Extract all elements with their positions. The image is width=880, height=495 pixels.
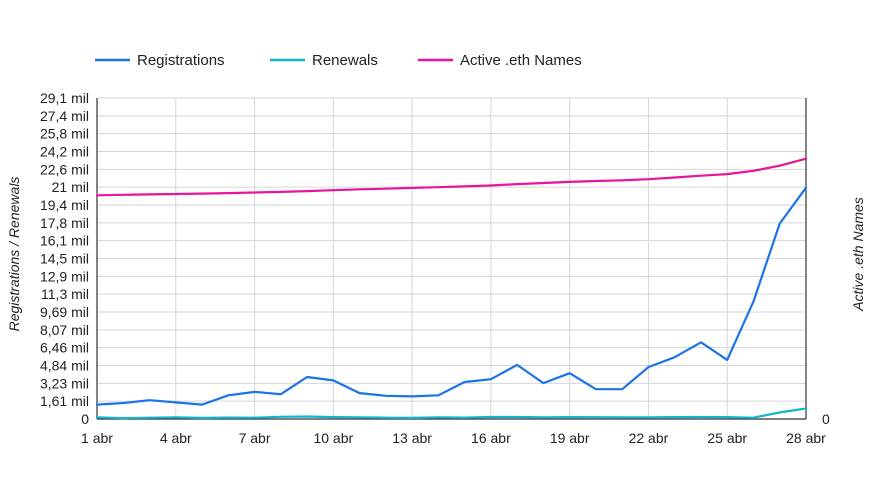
x-tick-label: 22 abr bbox=[629, 430, 669, 446]
x-tick-label: 7 abr bbox=[239, 430, 271, 446]
y-tick-label: 27,4 mil bbox=[40, 108, 89, 124]
y-tick-label: 11,3 mil bbox=[41, 286, 89, 302]
y2-axis-tick-labels: 0 bbox=[822, 411, 830, 427]
chart-axes bbox=[96, 98, 807, 420]
legend-label: Renewals bbox=[312, 52, 378, 69]
legend-item-active-eth-names: Active .eth Names bbox=[418, 52, 582, 69]
legend-item-registrations: Registrations bbox=[95, 52, 225, 69]
y-tick-label: 14,5 mil bbox=[40, 251, 89, 267]
y-tick-label: 17,8 mil bbox=[40, 215, 89, 231]
x-tick-label: 19 abr bbox=[550, 430, 590, 446]
series-line-renewals bbox=[95, 407, 808, 420]
y2-tick-label: 0 bbox=[822, 411, 830, 427]
y-tick-label: 21 mil bbox=[52, 179, 89, 195]
legend-label: Registrations bbox=[137, 52, 225, 69]
y-tick-label: 29,1 mil bbox=[40, 90, 89, 106]
y-tick-label: 16,1 mil bbox=[40, 233, 89, 249]
x-tick-label: 28 abr bbox=[786, 430, 826, 446]
y-tick-label: 22,6 mil bbox=[40, 161, 89, 177]
x-axis-tick-labels: 1 abr 4 abr 7 abr 10 abr 13 abr 16 abr 19 abr 2… bbox=[81, 430, 826, 446]
chart-legend: Registrations Renewals Active .eth Names bbox=[95, 52, 582, 69]
y-tick-label: 19,4 mil bbox=[40, 197, 89, 213]
x-tick-label: 16 abr bbox=[471, 430, 511, 446]
x-tick-label: 10 abr bbox=[313, 430, 353, 446]
y-tick-label: 24,2 mil bbox=[40, 144, 89, 160]
x-tick-label: 1 abr bbox=[81, 430, 113, 446]
chart-series bbox=[95, 157, 808, 420]
legend-label: Active .eth Names bbox=[460, 52, 582, 69]
y-tick-label: 9,69 mil bbox=[40, 304, 89, 320]
x-tick-label: 13 abr bbox=[392, 430, 432, 446]
legend-item-renewals: Renewals bbox=[270, 52, 378, 69]
y-axis-title: Registrations / Renewals bbox=[6, 177, 22, 332]
y-tick-label: 3,23 mil bbox=[40, 375, 89, 391]
x-tick-label: 25 abr bbox=[707, 430, 747, 446]
y-tick-label: 12,9 mil bbox=[40, 268, 89, 284]
y2-axis-title: Active .eth Names bbox=[850, 197, 866, 312]
y-tick-label: 6,46 mil bbox=[40, 340, 89, 356]
chart-gridlines bbox=[96, 97, 807, 419]
x-tick-label: 4 abr bbox=[160, 430, 192, 446]
y-tick-label: 1,61 mil bbox=[40, 393, 89, 409]
y-tick-label: 4,84 mil bbox=[40, 358, 89, 374]
y-tick-label: 0 bbox=[81, 411, 89, 427]
y-tick-label: 25,8 mil bbox=[40, 126, 89, 142]
y-tick-label: 8,07 mil bbox=[40, 322, 89, 338]
series-line-active-eth-names bbox=[95, 157, 808, 197]
series-line-registrations bbox=[95, 186, 808, 406]
